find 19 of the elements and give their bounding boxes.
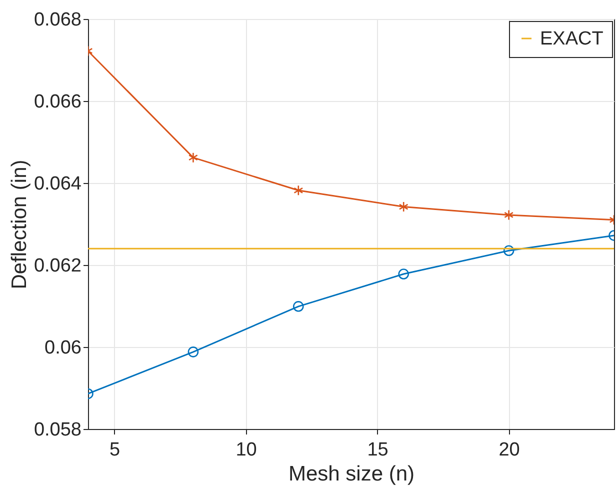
y-tick-label: 0.062 [34, 256, 82, 276]
y-tick-label: 0.06 [44, 338, 82, 358]
x-tick-label: 15 [367, 440, 388, 460]
point [294, 184, 304, 196]
point [398, 201, 408, 212]
x-tick-label: 20 [498, 440, 520, 460]
point [293, 301, 304, 312]
point [503, 245, 514, 256]
y-tick-label: 0.068 [34, 10, 82, 30]
y-tick-label: 0.066 [34, 92, 82, 112]
point [398, 268, 409, 280]
point [188, 346, 199, 358]
x-tick-label: 10 [236, 440, 257, 460]
x-axis-title: Mesh size (n) [288, 462, 415, 486]
x-tick-label: 5 [110, 440, 120, 460]
y-tick-label: 0.058 [34, 420, 82, 440]
y-axis-title: Deflection (in) [8, 160, 31, 290]
y-tick-label: 0.064 [34, 174, 82, 194]
legend-label: EXACT [540, 28, 604, 50]
